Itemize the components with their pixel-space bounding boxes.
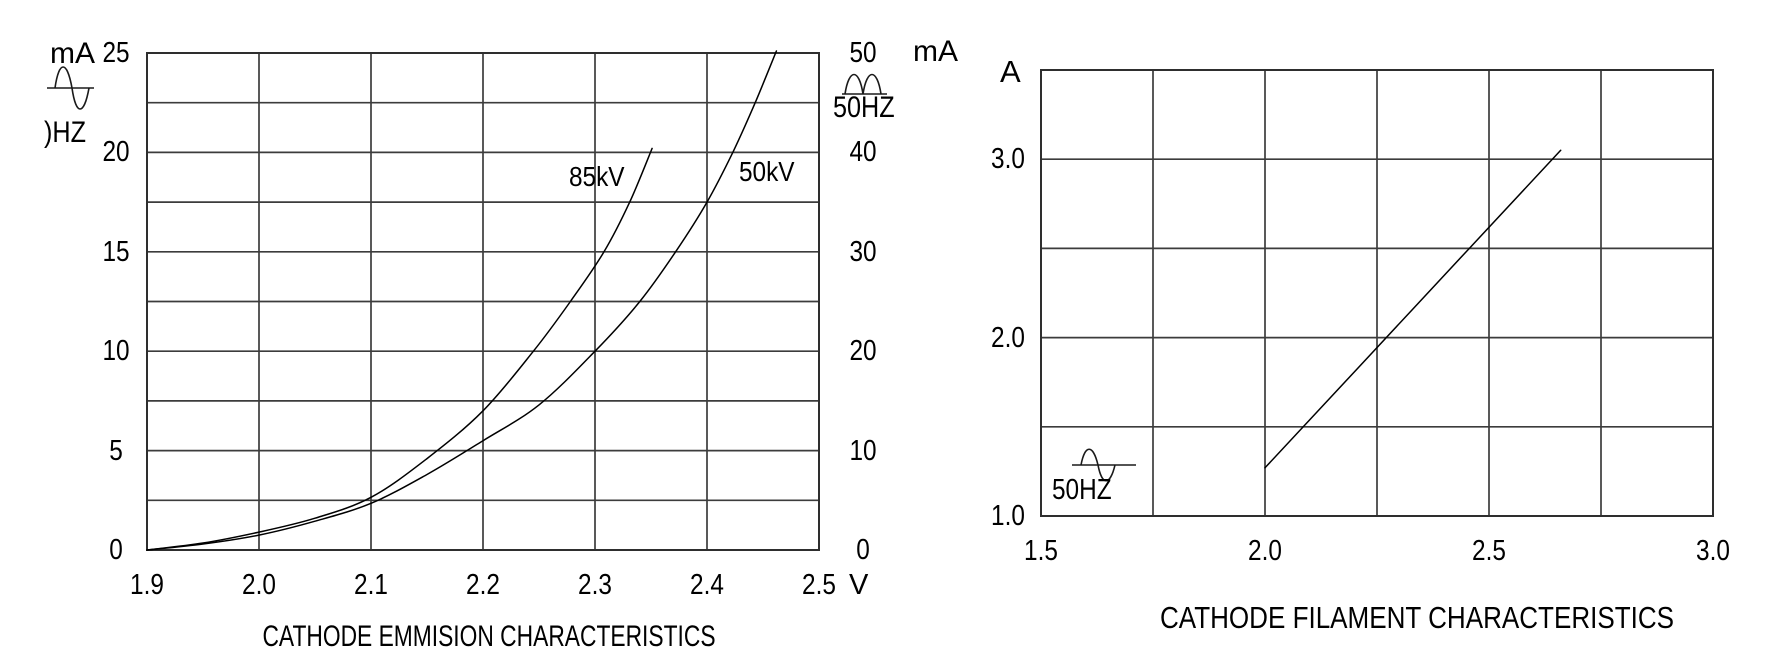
emission-y-right-tick-label: 40: [849, 136, 877, 169]
rectified-wave-icon: [842, 73, 887, 95]
filament-x-tick-label: 3.0: [1696, 535, 1730, 567]
emission-x-tick-label: 2.3: [578, 569, 612, 601]
filament-x-tick-label: 2.5: [1472, 535, 1506, 567]
emission-right-axis-unit: mA: [913, 35, 958, 68]
emission-plot-svg: [146, 50, 820, 551]
emission-x-tick-label: 2.1: [354, 569, 388, 601]
emission-x-tick-label: 2.4: [690, 569, 724, 601]
emission-y-right-tick-label: 20: [849, 335, 877, 368]
filament-y-tick-label: 2.0: [991, 321, 1025, 354]
emission-x-axis-unit: V: [849, 569, 869, 601]
emission-x-tick-label: 1.9: [130, 569, 164, 601]
emission-y-right-tick-label: 0: [856, 534, 870, 566]
filament-plot-svg: [1040, 69, 1714, 517]
emission-y-tick-label: 25: [102, 37, 130, 69]
emission-y-tick-label: 10: [102, 335, 130, 368]
filament-x-tick-label: 1.5: [1024, 535, 1058, 567]
emission-y-right-tick-label: 10: [849, 434, 877, 467]
emission-y-tick-label: 0: [109, 534, 123, 566]
series-label-85kV: 85kV: [569, 161, 625, 192]
filament-x-tick-label: 2.0: [1248, 535, 1282, 567]
emission-y-tick-label: 20: [102, 136, 130, 169]
sine-wave-icon: [47, 66, 94, 110]
series-label-50kV: 50kV: [739, 156, 795, 187]
sine-wave-icon: [1072, 448, 1136, 482]
emission-y-right-tick-label: 30: [849, 235, 877, 268]
emission-right-waveform-label: 50HZ: [833, 91, 895, 124]
emission-left-waveform-label: )HZ: [44, 116, 86, 149]
filament-y-tick-label: 3.0: [991, 143, 1025, 176]
filament-chart-title: CATHODE FILAMENT CHARACTERISTICS: [1159, 600, 1675, 635]
emission-x-tick-label: 2.5: [802, 569, 836, 601]
emission-y-tick-label: 15: [102, 235, 130, 268]
emission-x-tick-label: 2.0: [242, 569, 276, 601]
emission-y-tick-label: 5: [109, 434, 123, 467]
emission-y-right-tick-label: 50: [849, 37, 877, 69]
emission-x-tick-label: 2.2: [466, 569, 500, 601]
emission-left-axis-unit: mA: [50, 37, 95, 70]
filament-y-tick-label: 1.0: [991, 500, 1025, 532]
emission-chart-title: CATHODE EMMISION CHARACTERISTICS: [262, 620, 716, 653]
filament-y-axis-unit: A: [1000, 54, 1021, 89]
filament-waveform-label: 50HZ: [1052, 474, 1112, 506]
